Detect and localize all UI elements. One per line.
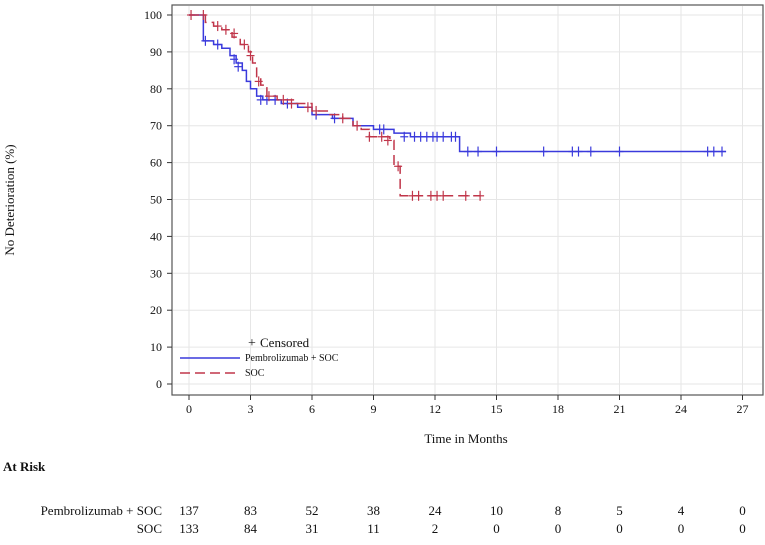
censor-mark [474, 146, 483, 157]
censor-mark [303, 102, 312, 113]
x-axis-label: Time in Months [424, 431, 507, 446]
x-tick-label: 3 [248, 402, 254, 416]
at-risk-value: 10 [490, 503, 503, 518]
y-tick-label: 70 [150, 119, 162, 133]
censor-mark [377, 131, 386, 142]
at-risk-table: Pembrolizumab + SOC 137 83 52 38 24 10 8 5 4 0 SOC 1… [41, 503, 746, 536]
censor-mark [287, 98, 296, 109]
y-tick-label: 60 [150, 156, 162, 170]
y-tick-label: 50 [150, 193, 162, 207]
censor-mark [539, 146, 548, 157]
grid [173, 6, 762, 394]
censor-mark [492, 146, 501, 157]
at-risk-value: 0 [739, 521, 746, 536]
at-risk-value: 0 [493, 521, 500, 536]
censor-mark [586, 146, 595, 157]
y-tick-label: 10 [150, 340, 162, 354]
legend-censored-label: Censored [260, 335, 310, 350]
x-tick-label: 24 [675, 402, 687, 416]
censor-mark [234, 61, 243, 72]
censor-mark [718, 146, 726, 157]
legend: + Censored Pembrolizumab + SOC SOC [180, 335, 339, 379]
censor-mark [476, 190, 485, 201]
at-risk-value: 24 [429, 503, 443, 518]
censor-mark [383, 135, 392, 146]
at-risk-value: 38 [367, 503, 380, 518]
censor-mark [615, 146, 624, 157]
censor-mark [463, 146, 472, 157]
at-risk-value: 31 [306, 521, 319, 536]
at-risk-value: 52 [306, 503, 319, 518]
censor-mark [246, 50, 255, 61]
censor-mark [709, 146, 718, 157]
y-axis-label: No Deterioration (%) [2, 144, 17, 255]
at-risk-value: 0 [739, 503, 746, 518]
censor-mark [365, 131, 374, 142]
x-tick-label: 12 [429, 402, 441, 416]
at-risk-value: 4 [678, 503, 685, 518]
axes: 0 3 6 9 12 15 18 21 24 27 0 10 20 30 40 50 60 70 80 90 100 [144, 8, 749, 416]
at-risk-value: 8 [555, 503, 562, 518]
censor-mark [187, 10, 196, 20]
legend-label-soc: SOC [245, 368, 265, 379]
censor-mark [451, 131, 460, 142]
at-risk-title: At Risk [3, 459, 46, 474]
x-tick-label: 21 [614, 402, 626, 416]
legend-label-pembro: Pembrolizumab + SOC [245, 353, 339, 364]
censor-mark [394, 161, 403, 172]
censor-mark [264, 91, 273, 102]
censor-mark [439, 131, 448, 142]
x-tick-label: 9 [371, 402, 377, 416]
censor-mark [201, 35, 210, 46]
censor-mark [312, 105, 321, 116]
at-risk-value: 5 [616, 503, 623, 518]
censor-mark [414, 190, 423, 201]
censor-mark [199, 10, 208, 20]
at-risk-value: 133 [179, 521, 199, 536]
censor-mark [230, 28, 239, 39]
y-tick-label: 0 [156, 377, 162, 391]
y-tick-label: 40 [150, 229, 162, 243]
x-tick-label: 6 [309, 402, 315, 416]
y-tick-label: 20 [150, 303, 162, 317]
at-risk-value: 84 [244, 521, 258, 536]
censor-mark [221, 24, 230, 35]
y-tick-label: 100 [144, 8, 162, 22]
censor-mark [338, 113, 347, 124]
curves [187, 10, 727, 201]
censor-mark [439, 190, 448, 201]
y-tick-label: 90 [150, 45, 162, 59]
censor-mark [240, 39, 249, 50]
at-risk-value: 11 [367, 521, 380, 536]
censor-mark [230, 54, 239, 65]
at-risk-row-label: Pembrolizumab + SOC [41, 503, 162, 518]
at-risk-value: 137 [179, 503, 199, 518]
at-risk-row-label: SOC [137, 521, 162, 536]
at-risk-value: 0 [678, 521, 685, 536]
at-risk-value: 0 [555, 521, 562, 536]
censor-mark [379, 124, 388, 135]
censor-mark [461, 190, 470, 201]
x-tick-label: 27 [737, 402, 749, 416]
x-tick-label: 0 [186, 402, 192, 416]
y-tick-label: 30 [150, 266, 162, 280]
censor-mark [574, 146, 583, 157]
at-risk-value: 2 [432, 521, 439, 536]
y-tick-label: 80 [150, 82, 162, 96]
censor-mark [353, 120, 362, 131]
censor-mark [400, 131, 409, 142]
x-tick-label: 18 [552, 402, 564, 416]
censor-mark [279, 94, 288, 105]
at-risk-value: 0 [616, 521, 623, 536]
at-risk-value: 83 [244, 503, 257, 518]
censor-mark [213, 21, 222, 32]
legend-censored-symbol: + [248, 336, 256, 351]
censor-mark [213, 39, 222, 50]
censor-mark [254, 76, 263, 87]
x-tick-label: 15 [491, 402, 503, 416]
